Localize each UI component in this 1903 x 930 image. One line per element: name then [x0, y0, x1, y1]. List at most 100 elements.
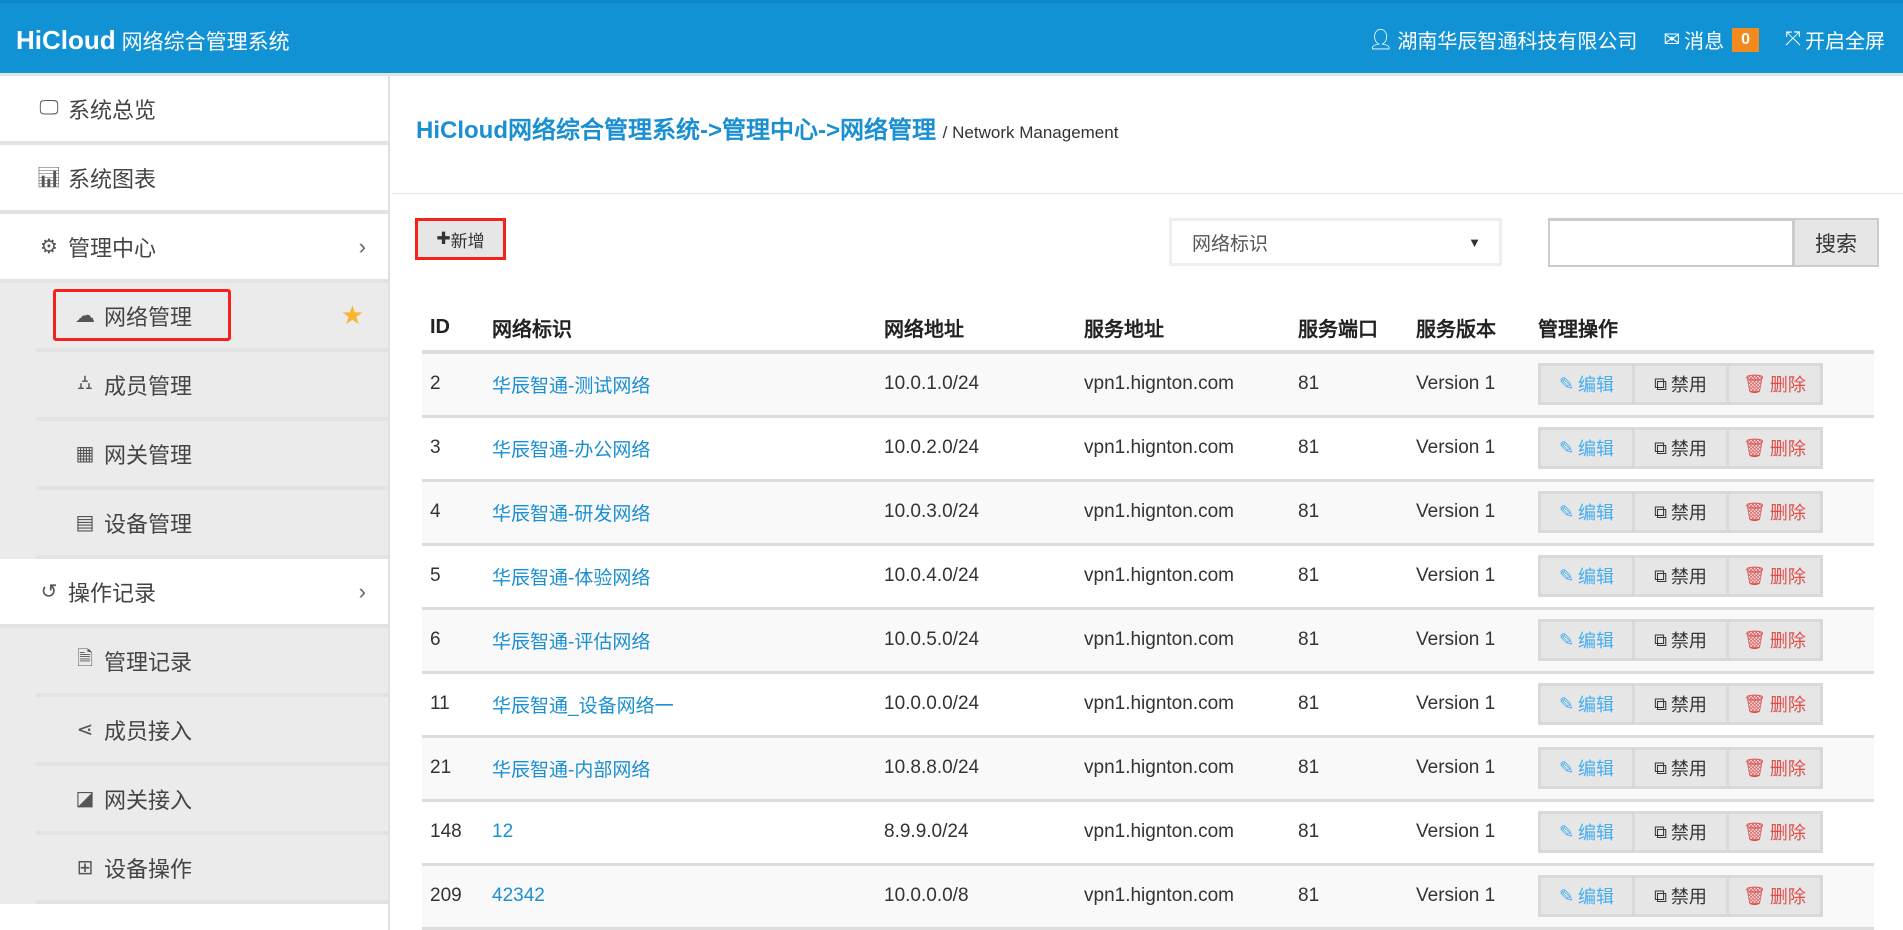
search-input[interactable]	[1548, 218, 1794, 267]
chevron-right-icon: ›	[358, 233, 366, 259]
delete-button[interactable]: 🗑︎ 删除	[1726, 363, 1823, 406]
cell-service: vpn1.hignton.com	[1076, 608, 1290, 674]
edit-label: 编辑	[1578, 375, 1615, 396]
sidebar-item[interactable]: ◪ 网关接入	[36, 766, 388, 835]
sidebar-item[interactable]: ⊞ 设备操作	[36, 835, 388, 904]
column-header: 网络标识	[484, 304, 876, 354]
disable-button[interactable]: ⧉ 禁用	[1632, 427, 1729, 469]
delete-label: 删除	[1769, 503, 1806, 523]
cell-port: 81	[1290, 672, 1408, 738]
table-row: 209 42342 10.0.0.0/8 vpn1.hignton.com 81…	[422, 864, 1874, 930]
network-link[interactable]: 华辰智通-研发网络	[492, 503, 651, 525]
sidebar-item-label: 网络管理	[104, 304, 193, 330]
delete-button[interactable]: 🗑︎ 删除	[1726, 619, 1823, 661]
sidebar-item-label: 成员管理	[104, 373, 193, 399]
sidebar-item-label: 系统图表	[68, 166, 157, 192]
delete-label: 删除	[1769, 695, 1806, 715]
edit-button[interactable]: ✎ 编辑	[1538, 491, 1635, 533]
sidebar-item[interactable]: ⋖ 成员接入	[36, 697, 388, 766]
delete-button[interactable]: 🗑︎ 删除	[1726, 555, 1823, 597]
edit-label: 编辑	[1578, 439, 1615, 459]
sidebar-item[interactable]: 🗎 管理记录	[36, 628, 388, 697]
network-link[interactable]: 华辰智通-办公网络	[492, 439, 651, 461]
gears-icon: ⚙	[40, 236, 58, 258]
edit-button[interactable]: ✎ 编辑	[1538, 747, 1635, 789]
delete-button[interactable]: 🗑︎ 删除	[1726, 875, 1823, 917]
edit-button[interactable]: ✎ 编辑	[1538, 683, 1635, 725]
sidebar-item[interactable]: ☁ 网络管理 ★	[36, 283, 388, 352]
disable-button[interactable]: ⧉ 禁用	[1632, 491, 1729, 533]
sidebar-item[interactable]: ⚙ 管理中心 ›	[0, 214, 388, 283]
sidebar-item[interactable]: ▤ 设备管理	[36, 490, 388, 559]
sidebar-item[interactable]: ⛼ 成员管理	[36, 352, 388, 421]
edit-icon: ✎	[1558, 373, 1575, 394]
search-field-select[interactable]: 网络标识 ▼	[1169, 218, 1502, 266]
disable-button[interactable]: ⧉ 禁用	[1632, 683, 1729, 725]
network-link[interactable]: 华辰智通-内部网络	[492, 759, 651, 781]
sidebar-item[interactable]: ↺ 操作记录 ›	[0, 559, 388, 628]
disable-button[interactable]: ⧉ 禁用	[1632, 555, 1729, 597]
search-button[interactable]: 搜索	[1793, 218, 1879, 267]
delete-button[interactable]: 🗑︎ 删除	[1726, 811, 1823, 853]
sidebar-item-label: 成员接入	[104, 718, 193, 744]
edit-button[interactable]: ✎ 编辑	[1538, 363, 1635, 406]
edit-button[interactable]: ✎ 编辑	[1538, 427, 1635, 469]
cell-address: 10.8.8.0/24	[876, 736, 1076, 802]
edit-button[interactable]: ✎ 编辑	[1538, 555, 1635, 597]
app-brand[interactable]: HiCloud 网络综合管理系统	[16, 25, 290, 56]
copy-icon: ⧉	[1654, 565, 1667, 586]
fullscreen-button[interactable]: ⤧ 开启全屏	[1785, 25, 1885, 54]
edit-icon: ✎	[1558, 565, 1575, 586]
cell-port: 81	[1290, 800, 1408, 866]
disable-button[interactable]: ⧉ 禁用	[1632, 363, 1729, 406]
cell-port: 81	[1290, 480, 1408, 546]
cell-actions: ✎ 编辑 ⧉ 禁用 🗑︎ 删除	[1530, 544, 1874, 610]
plus-square-icon: ⊞	[76, 857, 94, 879]
messages-button[interactable]: ✉ 消息 0	[1663, 25, 1759, 54]
delete-button[interactable]: 🗑︎ 删除	[1726, 747, 1823, 789]
network-link[interactable]: 华辰智通-测试网络	[492, 375, 651, 397]
cell-name: 华辰智通-测试网络	[484, 352, 876, 418]
star-icon[interactable]: ★	[340, 300, 364, 330]
network-link[interactable]: 华辰智通_设备网络一	[492, 695, 674, 717]
cell-port: 81	[1290, 736, 1408, 802]
table-row: 6 华辰智通-评估网络 10.0.5.0/24 vpn1.hignton.com…	[422, 608, 1874, 674]
cell-name: 华辰智通_设备网络一	[484, 672, 876, 738]
file-text-icon: 🗎	[76, 647, 94, 670]
sidebar-item[interactable]: 🖵 系统总览	[0, 76, 388, 145]
cell-address: 10.0.1.0/24	[876, 352, 1076, 418]
sidebar-item-label: 操作记录	[68, 580, 157, 606]
delete-button[interactable]: 🗑︎ 删除	[1726, 683, 1823, 725]
cell-version: Version 1	[1408, 544, 1530, 610]
cell-service: vpn1.hignton.com	[1076, 544, 1290, 610]
add-button[interactable]: ✚ 新增	[415, 218, 506, 260]
network-link[interactable]: 华辰智通-评估网络	[492, 631, 651, 653]
cell-version: Version 1	[1408, 480, 1530, 546]
table-row: 2 华辰智通-测试网络 10.0.1.0/24 vpn1.hignton.com…	[422, 352, 1874, 418]
column-header: ID	[422, 304, 484, 354]
cell-id: 3	[422, 416, 484, 482]
delete-label: 删除	[1769, 631, 1806, 651]
edit-button[interactable]: ✎ 编辑	[1538, 875, 1635, 917]
trash-icon: 🗑︎	[1743, 693, 1766, 714]
table-row: 3 华辰智通-办公网络 10.0.2.0/24 vpn1.hignton.com…	[422, 416, 1874, 482]
disable-button[interactable]: ⧉ 禁用	[1632, 811, 1729, 853]
delete-button[interactable]: 🗑︎ 删除	[1726, 491, 1823, 533]
disable-button[interactable]: ⧉ 禁用	[1632, 875, 1729, 917]
edit-icon: ✎	[1558, 821, 1575, 842]
edit-button[interactable]: ✎ 编辑	[1538, 619, 1635, 661]
cell-actions: ✎ 编辑 ⧉ 禁用 🗑︎ 删除	[1530, 672, 1874, 738]
cell-name: 42342	[484, 864, 876, 930]
network-link[interactable]: 42342	[492, 885, 545, 906]
network-link[interactable]: 华辰智通-体验网络	[492, 567, 651, 589]
sidebar-item[interactable]: 📊︎ 系统图表	[0, 145, 388, 214]
network-link[interactable]: 12	[492, 821, 514, 842]
edit-label: 编辑	[1578, 631, 1615, 651]
edit-button[interactable]: ✎ 编辑	[1538, 811, 1635, 853]
disable-button[interactable]: ⧉ 禁用	[1632, 747, 1729, 789]
sidebar-item[interactable]: ▦ 网关管理	[36, 421, 388, 490]
disable-button[interactable]: ⧉ 禁用	[1632, 619, 1729, 661]
company-user[interactable]: 👤︎ 湖南华辰智通科技有限公司	[1368, 25, 1637, 54]
messages-label: 消息	[1684, 31, 1725, 53]
delete-button[interactable]: 🗑︎ 删除	[1726, 427, 1823, 469]
